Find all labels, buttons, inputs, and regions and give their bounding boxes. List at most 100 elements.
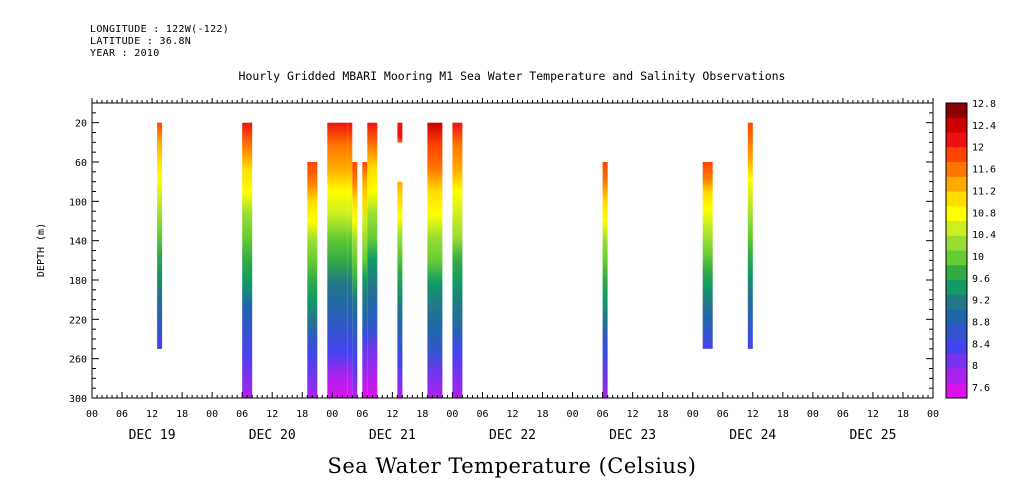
x-tick-label: 06 [356, 409, 368, 420]
x-tick-label: 18 [416, 409, 428, 420]
colorbar-swatch [946, 103, 967, 119]
data-column [397, 181, 403, 398]
latitude-label: LATITUDE : 36.8N [90, 36, 192, 47]
colorbar-label: 10 [972, 252, 984, 263]
colorbar-label: 11.2 [972, 186, 996, 197]
colorbar-label: 12.4 [972, 121, 996, 132]
colorbar-swatch [946, 147, 967, 163]
data-column [397, 122, 403, 143]
x-tick-label: 00 [807, 409, 819, 420]
x-tick-label: 06 [236, 409, 248, 420]
x-tick-label: 06 [837, 409, 849, 420]
x-tick-label: 12 [266, 409, 278, 420]
data-column [367, 122, 378, 398]
colorbar-swatch [946, 339, 967, 355]
colorbar-swatch [946, 117, 967, 133]
x-tick-label: 12 [146, 409, 158, 420]
data-column [157, 122, 163, 349]
x-tick-label: 00 [687, 409, 699, 420]
data-column [427, 122, 443, 398]
x-tick-label: 00 [927, 409, 939, 420]
x-day-label: DEC 25 [849, 428, 896, 443]
colorbar-label: 12 [972, 143, 984, 154]
x-tick-label: 12 [627, 409, 639, 420]
y-tick-label: 60 [75, 158, 87, 169]
x-tick-label: 00 [567, 409, 579, 420]
x-tick-label: 06 [717, 409, 729, 420]
x-tick-label: 18 [777, 409, 789, 420]
y-axis: 20 60 100 140 180 220 260 300 [69, 112, 933, 405]
colorbar-label: 11.6 [972, 165, 996, 176]
colorbar-swatch [946, 250, 967, 266]
colorbar-label: 9.6 [972, 274, 990, 285]
x-tick-label: 00 [326, 409, 338, 420]
x-tick-label: 06 [116, 409, 128, 420]
colorbar-swatch [946, 383, 967, 399]
x-tick-label: 18 [537, 409, 549, 420]
colorbar-swatch [946, 206, 967, 222]
data-column [347, 122, 353, 398]
chart-title: Hourly Gridded MBARI Mooring M1 Sea Wate… [238, 69, 786, 83]
year-label: YEAR : 2010 [90, 48, 160, 59]
x-tick-label: 06 [597, 409, 609, 420]
colorbar-label: 10.4 [972, 230, 996, 241]
colorbar-swatch [946, 221, 967, 237]
location-metadata: LONGITUDE : 122W(-122) LATITUDE : 36.8N … [90, 24, 229, 60]
colorbar-swatch [946, 235, 967, 251]
longitude-label: LONGITUDE : 122W(-122) [90, 24, 230, 35]
colorbar-swatch [946, 162, 967, 178]
colorbar-swatch [946, 191, 967, 207]
data-column [242, 122, 253, 398]
x-tick-label: 12 [386, 409, 398, 420]
colorbar-label: 12.8 [972, 99, 996, 110]
colorbar-label: 8.4 [972, 339, 990, 350]
data-column [747, 122, 753, 349]
colorbar-label: 10.8 [972, 208, 996, 219]
data-column [452, 122, 463, 398]
x-day-label: DEC 21 [369, 428, 416, 443]
y-tick-label: 20 [75, 119, 87, 130]
colorbar-label: 8 [972, 361, 978, 372]
x-tick-label: 00 [446, 409, 458, 420]
colorbar-swatch [946, 176, 967, 192]
data-column [702, 162, 713, 349]
x-day-label: DEC 19 [129, 428, 176, 443]
colorbar-label: 7.6 [972, 383, 990, 394]
colorbar-swatch [946, 353, 967, 369]
colorbar-swatch [946, 309, 967, 325]
x-tick-label: 18 [657, 409, 669, 420]
colorbar-swatch [946, 294, 967, 310]
plot-frame [91, 102, 934, 399]
x-tick-label: 00 [86, 409, 98, 420]
data-column [307, 162, 318, 398]
y-tick-label: 300 [69, 394, 87, 405]
data-columns [157, 122, 753, 398]
colorbar: 12.8 12.4 12 11.6 11.2 10.8 10.4 10 9.6 9.2 8.8 8.4… [945, 99, 996, 399]
colorbar-swatch [946, 132, 967, 148]
colorbar-label: 9.2 [972, 296, 990, 307]
y-tick-label: 260 [69, 355, 87, 366]
x-tick-label: 18 [897, 409, 909, 420]
data-column [362, 162, 368, 398]
colorbar-swatch [946, 280, 967, 296]
colorbar-swatch [946, 324, 967, 340]
colorbar-swatch [946, 265, 967, 281]
data-column [352, 162, 358, 398]
y-axis-label: DEPTH (m) [36, 223, 47, 277]
variable-title: Sea Water Temperature (Celsius) [327, 454, 697, 478]
y-tick-label: 220 [69, 315, 87, 326]
x-tick-label: 18 [296, 409, 308, 420]
y-tick-label: 140 [69, 237, 87, 248]
data-column [327, 122, 348, 398]
colorbar-swatch [946, 368, 967, 384]
x-tick-label: 12 [747, 409, 759, 420]
x-tick-label: 12 [506, 409, 518, 420]
x-axis: 00 06 12 18 00 06 12 18 00 06 12 18 00 06 12 18 00 06 12 18… [86, 98, 939, 443]
x-tick-label: 06 [476, 409, 488, 420]
x-day-label: DEC 20 [249, 428, 296, 443]
x-tick-label: 00 [206, 409, 218, 420]
colorbar-label: 8.8 [972, 318, 990, 329]
x-tick-label: 18 [176, 409, 188, 420]
x-tick-label: 12 [867, 409, 879, 420]
